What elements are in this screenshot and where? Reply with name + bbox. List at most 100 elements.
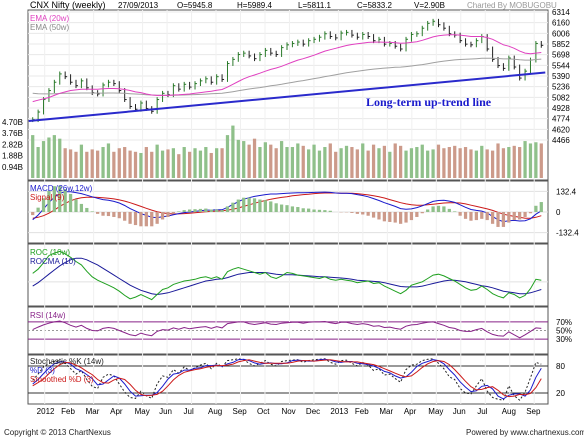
macd-histogram-bar bbox=[486, 212, 489, 220]
close-readout: C=5833.2 bbox=[357, 1, 392, 10]
x-tick-label: Sep bbox=[526, 407, 541, 416]
macd-histogram-bar bbox=[404, 212, 407, 223]
macd-tick-label: 132.4 bbox=[556, 187, 577, 196]
volume-bar bbox=[480, 146, 483, 178]
volume-bar bbox=[415, 147, 418, 178]
volume-bar bbox=[291, 147, 294, 178]
volume-bar bbox=[139, 153, 142, 178]
macd-histogram-bar bbox=[329, 211, 332, 212]
price-tick-label: 6160 bbox=[552, 19, 570, 28]
volume-bar bbox=[96, 151, 99, 178]
macd-histogram-bar bbox=[183, 210, 186, 212]
volume-bar bbox=[280, 141, 283, 178]
volume-bar bbox=[264, 142, 267, 178]
volume-bar bbox=[318, 151, 321, 178]
macd-histogram-bar bbox=[258, 200, 261, 212]
roc-legend: ROC (10w) bbox=[30, 248, 70, 257]
macd-histogram-bar bbox=[377, 212, 380, 219]
volume-bar bbox=[64, 148, 67, 178]
stoch-smoothed-legend: Smoothed %D (3) bbox=[30, 375, 94, 384]
volume-bar bbox=[507, 147, 510, 178]
volume-bar bbox=[150, 152, 153, 178]
macd-histogram-bar bbox=[242, 198, 245, 212]
volume-bar bbox=[388, 152, 391, 178]
high-readout: H=5989.4 bbox=[237, 1, 272, 10]
price-tick-label: 5082 bbox=[552, 93, 570, 102]
volume-bar bbox=[215, 148, 218, 178]
volume-bar bbox=[302, 146, 305, 178]
macd-histogram-bar bbox=[172, 212, 175, 214]
trendline-annotation: Long-term up-trend line bbox=[366, 95, 492, 109]
volume-bar bbox=[329, 143, 332, 178]
macd-histogram-bar bbox=[199, 209, 202, 212]
x-tick-label: 2012 bbox=[37, 407, 55, 416]
macd-histogram-bar bbox=[226, 206, 229, 212]
macd-histogram-bar bbox=[210, 210, 213, 212]
volume-bar bbox=[459, 148, 462, 178]
volume-bar bbox=[491, 151, 494, 178]
volume-bar bbox=[220, 148, 223, 178]
macd-histogram-bar bbox=[74, 199, 77, 212]
volume-bar bbox=[339, 148, 342, 178]
macd-histogram-bar bbox=[269, 201, 272, 212]
volume-bar bbox=[475, 151, 478, 178]
macd-histogram-bar bbox=[177, 211, 180, 212]
x-tick-label: Mar bbox=[86, 407, 100, 416]
macd-histogram-bar bbox=[496, 212, 499, 227]
x-tick-label: Jul bbox=[477, 407, 487, 416]
volume-bar bbox=[486, 149, 489, 178]
volume-bar bbox=[74, 152, 77, 178]
volume-bar bbox=[518, 147, 521, 178]
volume-bar bbox=[85, 152, 88, 178]
volume-bar bbox=[453, 146, 456, 178]
x-tick-label: Feb bbox=[355, 407, 369, 416]
macd-histogram-bar bbox=[502, 212, 505, 227]
macd-histogram-bar bbox=[453, 211, 456, 212]
volume-bar bbox=[31, 135, 34, 178]
macd-histogram-bar bbox=[150, 212, 153, 226]
macd-histogram-bar bbox=[372, 212, 375, 218]
macd-histogram-bar bbox=[91, 211, 94, 212]
volume-bar bbox=[242, 141, 245, 178]
volume-bar bbox=[356, 149, 359, 178]
rsi-legend: RSI (14w) bbox=[30, 311, 66, 320]
macd-histogram-bar bbox=[415, 212, 418, 217]
volume-bar bbox=[523, 141, 526, 178]
price-tick-label: 5236 bbox=[552, 83, 570, 92]
macd-histogram-bar bbox=[459, 212, 462, 216]
macd-histogram-bar bbox=[248, 198, 251, 212]
volume-bar bbox=[502, 148, 505, 178]
volume-bar bbox=[145, 147, 148, 178]
macd-histogram-bar bbox=[31, 212, 34, 215]
macd-histogram-bar bbox=[323, 210, 326, 212]
volume-bar bbox=[69, 149, 72, 178]
powered-by-label: Powered by www.chartnexus.com bbox=[466, 428, 584, 437]
price-tick-label: 6006 bbox=[552, 29, 570, 38]
x-tick-label: Apr bbox=[404, 407, 417, 416]
macd-histogram-bar bbox=[69, 194, 72, 212]
volume-bar bbox=[367, 151, 370, 178]
volume-bar bbox=[442, 148, 445, 178]
volume-tick-label: 1.88B bbox=[2, 152, 23, 161]
x-tick-label: Oct bbox=[257, 407, 270, 416]
volume-bar bbox=[345, 146, 348, 178]
x-tick-label: May bbox=[428, 407, 443, 416]
ema50-legend: EMA (50w) bbox=[30, 23, 69, 32]
volume-bar bbox=[529, 143, 532, 178]
volume-bar bbox=[91, 149, 94, 178]
volume-bar bbox=[101, 147, 104, 178]
macd-histogram-bar bbox=[350, 212, 353, 213]
volume-bar bbox=[161, 151, 164, 178]
volume-readout: V=2.90B bbox=[414, 1, 445, 10]
macd-histogram-bar bbox=[112, 212, 115, 217]
macd-histogram-bar bbox=[156, 212, 159, 224]
date-readout: 27/09/2013 bbox=[118, 1, 159, 10]
macd-histogram-bar bbox=[540, 202, 543, 212]
volume-bar bbox=[188, 152, 191, 178]
macd-histogram-bar bbox=[534, 206, 537, 212]
low-readout: L=5811.1 bbox=[298, 1, 332, 10]
macd-histogram-bar bbox=[318, 210, 321, 212]
macd-histogram-bar bbox=[220, 210, 223, 212]
volume-bar bbox=[248, 145, 251, 178]
